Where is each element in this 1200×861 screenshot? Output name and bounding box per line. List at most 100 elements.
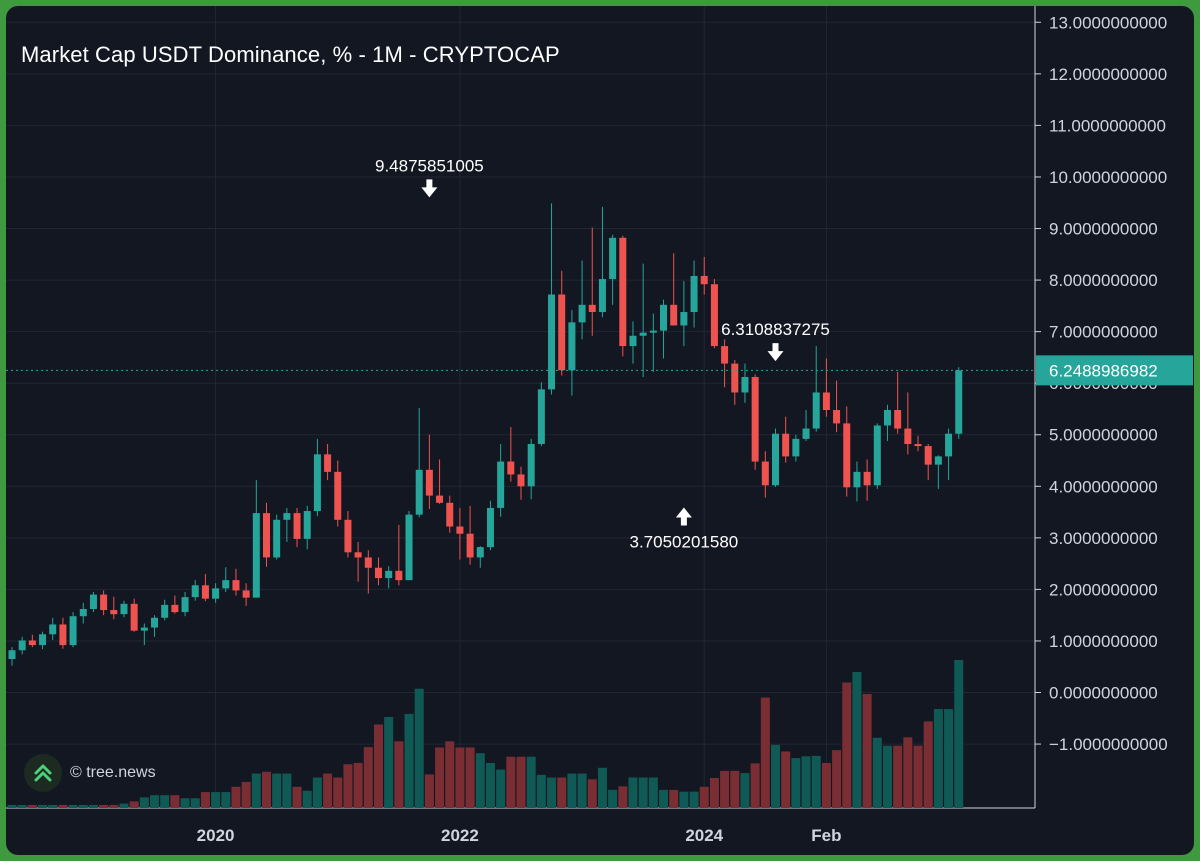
candle-body [548, 294, 556, 390]
volume-bar [414, 688, 424, 808]
candle-body [680, 312, 688, 326]
candle-body [425, 469, 433, 496]
candle-body [18, 640, 26, 651]
candle-body [364, 557, 372, 568]
candle-body [731, 363, 739, 393]
volume-bar [516, 756, 526, 808]
volume-bar [282, 773, 292, 808]
candle-body [324, 454, 332, 472]
volume-bar [618, 786, 628, 808]
volume-bar [821, 762, 831, 808]
volume-bar [394, 741, 404, 808]
candle-body [782, 433, 790, 457]
volume-bar [587, 779, 597, 808]
volume-bar [17, 804, 27, 808]
volume-bar [852, 671, 862, 808]
volume-bar [241, 781, 251, 808]
volume-bar [536, 774, 546, 808]
last-price-label: 6.2488986982 [1049, 361, 1158, 380]
candle-body [283, 513, 291, 520]
candle-body [161, 604, 169, 618]
candle-body [69, 616, 77, 646]
y-tick-label: 5.0000000000 [1049, 426, 1158, 445]
candlestick-chart[interactable]: 13.0000000000 12.0000000000 11.0000000000 1… [6, 6, 1194, 855]
volume-bar [323, 773, 333, 808]
candle-body [466, 533, 474, 558]
volume-bar [913, 745, 923, 808]
volume-bar [363, 747, 373, 808]
volume-bar [27, 804, 37, 808]
volume-bar [872, 737, 882, 808]
y-tick-label: 13.0000000000 [1049, 13, 1167, 32]
volume-bar [720, 770, 730, 808]
volume-bar [424, 774, 434, 808]
annotation-arrow-down [767, 351, 784, 362]
candle-body [436, 495, 444, 503]
candle-body [252, 513, 260, 598]
volume-bar [160, 795, 170, 808]
candle-body [649, 330, 657, 333]
volume-bar [842, 682, 852, 808]
volume-bar [251, 773, 261, 808]
volume-bar [740, 773, 750, 808]
volume-bar [577, 773, 587, 808]
candle-body [822, 392, 830, 410]
chart-title: Market Cap USDT Dominance, % - 1M - CRYP… [21, 42, 560, 67]
volume-bar [78, 804, 88, 808]
candle-body [609, 237, 617, 280]
volume-bar [333, 777, 343, 808]
candle-body [28, 640, 36, 646]
candle-body [242, 590, 250, 598]
volume-bar [791, 758, 801, 808]
annotation-label: 3.7050201580 [630, 533, 739, 552]
volume-bar [180, 798, 190, 808]
volume-bar [302, 790, 312, 808]
y-tick-label: 10.0000000000 [1049, 168, 1167, 187]
candle-body [507, 461, 515, 475]
candle-body [59, 624, 67, 646]
candle-body [395, 570, 403, 581]
candle-body [517, 474, 525, 487]
candle-body [527, 444, 535, 487]
volume-bar [129, 801, 139, 808]
candle-body [79, 608, 87, 617]
candle-body [354, 552, 362, 558]
volume-bar [109, 804, 119, 808]
annotation-label: 6.3108837275 [721, 320, 830, 339]
volume-bar [506, 756, 516, 808]
volume-bar [7, 804, 17, 808]
candle-body [456, 526, 464, 534]
candle-body [273, 519, 281, 558]
candle-body [883, 409, 891, 426]
volume-bar [485, 762, 495, 808]
candle-body [578, 304, 586, 323]
volume-bar [882, 745, 892, 808]
candle-body [710, 284, 718, 347]
x-tick-label: 2022 [441, 826, 479, 845]
volume-bar [832, 750, 842, 808]
candle-body [588, 304, 596, 313]
volume-bar [669, 789, 679, 808]
volume-bar [384, 716, 394, 808]
candle-body [212, 588, 220, 599]
volume-bar [58, 804, 68, 808]
candle-body [955, 370, 963, 434]
candle-body [873, 425, 881, 486]
candle-body [110, 610, 118, 615]
candle-body [181, 597, 189, 613]
volume-bar [659, 789, 669, 808]
candle-body [894, 409, 902, 429]
candle-body [293, 513, 301, 539]
volume-bar [730, 770, 740, 808]
y-tick-label: 8.0000000000 [1049, 271, 1158, 290]
volume-bar [404, 713, 414, 808]
volume-bar [811, 755, 821, 808]
volume-bar [272, 773, 282, 808]
candle-body [904, 428, 912, 445]
volume-bar [373, 724, 383, 808]
candle-body [49, 624, 57, 635]
volume-bar [781, 751, 791, 808]
volume-bar [903, 737, 913, 808]
candle-body [232, 580, 240, 591]
y-tick-label: 0.0000000000 [1049, 684, 1158, 703]
